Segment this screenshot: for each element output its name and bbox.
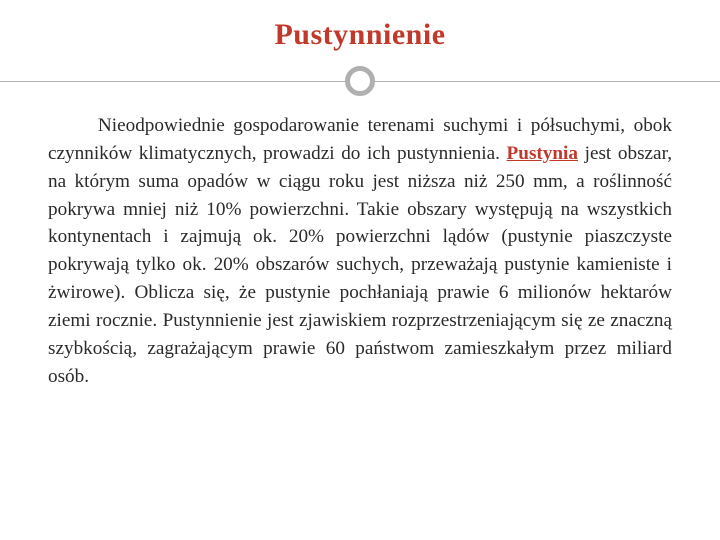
slide: Pustynnienie Nieodpowiednie gospodarowan…	[0, 0, 720, 540]
divider-circle-icon	[345, 66, 375, 96]
slide-title: Pustynnienie	[48, 18, 672, 52]
keyword-pustynia: Pustynia	[507, 143, 578, 164]
body-paragraph: Nieodpowiednie gospodarowanie terenami s…	[48, 112, 672, 390]
title-divider	[48, 66, 672, 96]
body-text-after: jest obszar, na którym suma opadów w cią…	[48, 143, 672, 387]
